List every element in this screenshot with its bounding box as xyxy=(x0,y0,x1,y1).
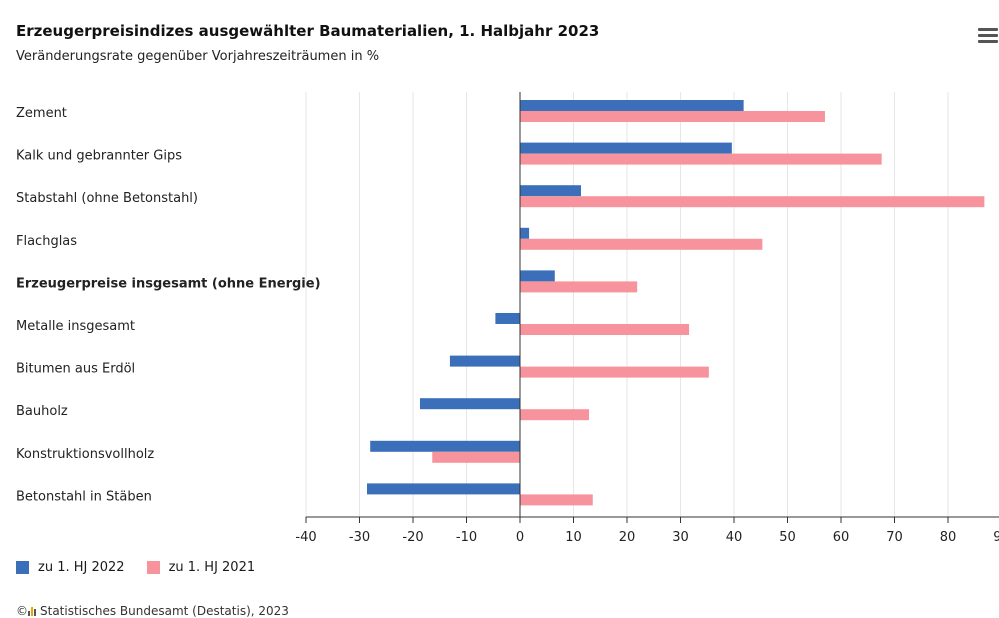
x-tick-label: -40 xyxy=(295,530,316,545)
hamburger-menu-icon[interactable] xyxy=(978,28,998,46)
bar-2021[interactable] xyxy=(520,494,593,506)
source-text: Statistisches Bundesamt (Destatis), 2023 xyxy=(40,604,289,618)
category-label: Kalk und gebrannter Gips xyxy=(16,149,182,164)
bar-2022[interactable] xyxy=(419,398,520,410)
chart-title: Erzeugerpreisindizes ausgewählter Baumat… xyxy=(16,22,600,40)
category-label: Erzeugerpreise insgesamt (ohne Energie) xyxy=(16,276,321,291)
chart-legend: zu 1. HJ 2022 zu 1. HJ 2021 xyxy=(16,560,277,575)
copyright-symbol: © xyxy=(16,604,28,618)
bar-2022[interactable] xyxy=(520,270,555,282)
bar-2022[interactable] xyxy=(520,142,732,154)
x-tick-label: -10 xyxy=(456,530,477,545)
x-tick-label: 40 xyxy=(726,530,743,545)
bar-2021[interactable] xyxy=(520,238,763,250)
legend-label-2022: zu 1. HJ 2022 xyxy=(38,560,125,575)
category-label: Betonstahl in Stäben xyxy=(16,489,152,504)
legend-label-2021: zu 1. HJ 2021 xyxy=(168,560,256,575)
legend-item-2022[interactable]: zu 1. HJ 2022 xyxy=(16,560,125,575)
x-tick-label: 60 xyxy=(833,530,850,545)
bar-2021[interactable] xyxy=(520,111,825,122)
x-tick-label: -20 xyxy=(402,530,423,545)
category-label: Stabstahl (ohne Betonstahl) xyxy=(16,191,198,206)
category-label: Zement xyxy=(16,106,67,121)
x-tick-label: 10 xyxy=(565,530,582,545)
x-tick-label: -30 xyxy=(349,530,370,545)
category-label: Flachglas xyxy=(16,234,77,249)
bar-2021[interactable] xyxy=(520,324,690,335)
bar-2022[interactable] xyxy=(520,227,530,239)
destatis-logo-icon xyxy=(28,606,37,616)
bar-2022[interactable] xyxy=(370,440,520,452)
bar-2022[interactable] xyxy=(520,185,581,197)
category-label: Bauholz xyxy=(16,404,68,419)
x-tick-label: 80 xyxy=(940,530,957,545)
chart-subtitle: Veränderungsrate gegenüber Vorjahreszeit… xyxy=(16,49,380,64)
legend-item-2021[interactable]: zu 1. HJ 2021 xyxy=(146,560,256,575)
bar-2022[interactable] xyxy=(520,100,744,111)
legend-swatch-2021 xyxy=(146,561,160,574)
bar-2021[interactable] xyxy=(520,366,709,378)
x-tick-label: 0 xyxy=(516,530,524,545)
x-tick-label: 90 xyxy=(993,530,999,545)
bar-2021[interactable] xyxy=(520,153,882,165)
bar-2022[interactable] xyxy=(495,313,520,324)
x-tick-label: 70 xyxy=(886,530,903,545)
legend-swatch-2022 xyxy=(16,561,29,574)
source-note: © Statistisches Bundesamt (Destatis), 20… xyxy=(16,604,289,618)
bar-2021[interactable] xyxy=(432,451,520,463)
bar-2022[interactable] xyxy=(366,483,520,495)
bar-2021[interactable] xyxy=(520,196,985,208)
x-tick-label: 20 xyxy=(619,530,636,545)
bar-2022[interactable] xyxy=(449,355,520,367)
category-label: Bitumen aus Erdöl xyxy=(16,362,135,377)
bar-2021[interactable] xyxy=(520,281,638,293)
category-label: Konstruktionsvollholz xyxy=(16,447,154,462)
x-tick-label: 30 xyxy=(672,530,689,545)
x-tick-label: 50 xyxy=(779,530,796,545)
category-label: Metalle insgesamt xyxy=(16,319,135,334)
bar-2021[interactable] xyxy=(520,409,590,421)
